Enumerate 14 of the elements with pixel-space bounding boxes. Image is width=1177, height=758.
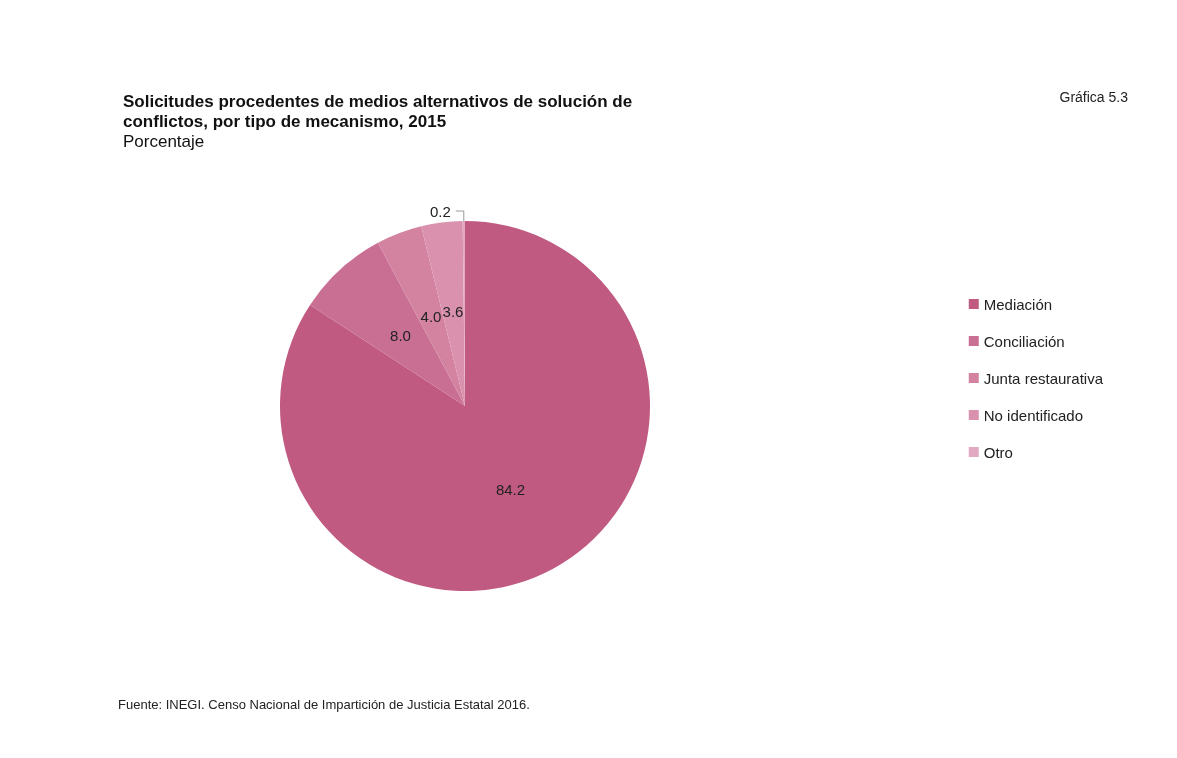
legend-label: Otro bbox=[983, 443, 1013, 461]
data-label: 0.2 bbox=[429, 202, 451, 220]
legend-label: Junta restaurativa bbox=[983, 369, 1104, 387]
data-label: 4.0 bbox=[420, 308, 442, 326]
legend-label: No identificado bbox=[983, 406, 1083, 424]
legend-label: Mediación bbox=[983, 295, 1053, 313]
text: Gráfica 5.3 bbox=[1059, 89, 1129, 105]
data-label: 84.2 bbox=[495, 481, 526, 499]
data-label: 3.6 bbox=[442, 302, 464, 320]
legend-label: Conciliación bbox=[983, 332, 1065, 350]
chart-title: Solicitudes procedentes de medios alternativos de solución de conflictos, por tipo de mecanismo, 2015 bbox=[123, 91, 637, 131]
chart-subtitle: Porcentaje bbox=[123, 132, 205, 151]
source-note: Fuente: INEGI. Censo Nacional de Impartición de Justicia Estatal 2016. bbox=[118, 697, 530, 712]
data-label: 8.0 bbox=[390, 327, 411, 345]
